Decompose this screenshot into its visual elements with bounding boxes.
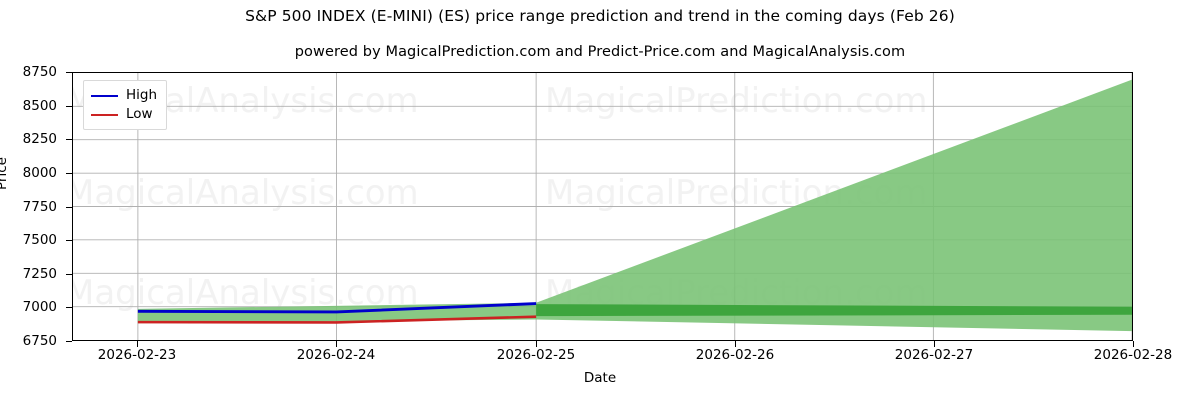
y-tick-label: 7750 <box>22 198 57 215</box>
y-tick-label: 7500 <box>22 232 57 249</box>
y-tick-mark <box>66 105 72 107</box>
x-axis-label: Date <box>583 370 617 386</box>
x-tick-mark <box>934 341 935 347</box>
x-tick-mark <box>336 341 337 347</box>
legend-swatch-high <box>91 94 118 97</box>
x-tick-label: 2026-02-28 <box>1093 347 1173 363</box>
high-series-line <box>137 302 537 314</box>
projection-cone-band <box>137 79 1132 332</box>
x-tick-label: 2026-02-24 <box>296 347 376 363</box>
y-tick-label: 8250 <box>22 131 57 148</box>
y-tick-mark <box>66 139 72 141</box>
x-tick-mark <box>536 341 537 347</box>
x-tick-label: 2026-02-25 <box>496 347 576 363</box>
y-tick-label: 6750 <box>22 333 57 349</box>
y-tick-mark <box>66 172 72 174</box>
x-tick-mark <box>1133 341 1134 347</box>
legend-label-high: High <box>126 86 158 103</box>
legend-item-low: Low <box>91 105 157 124</box>
legend-label-low: Low <box>126 105 153 122</box>
plot-area: MagicalAnalysis.com MagicalPrediction.co… <box>72 72 1133 341</box>
y-tick-mark <box>66 273 72 275</box>
legend-item-high: High <box>91 86 157 105</box>
y-tick-mark <box>66 341 72 342</box>
x-tick-label: 2026-02-23 <box>97 347 177 363</box>
y-tick-mark <box>66 72 72 73</box>
chart-title: S&P 500 INDEX (E-MINI) (ES) price range … <box>245 7 955 25</box>
chart-legend: High Low <box>83 80 168 130</box>
y-tick-mark <box>66 206 72 208</box>
plot-graphics <box>73 73 1132 340</box>
x-tick-label: 2026-02-26 <box>695 347 775 363</box>
y-tick-label: 8750 <box>22 64 57 80</box>
chart-subtitle: powered by MagicalPrediction.com and Pre… <box>294 44 906 60</box>
legend-swatch-low <box>91 113 118 116</box>
low-series-line <box>137 315 537 324</box>
x-tick-label: 2026-02-27 <box>894 347 974 363</box>
x-tick-mark <box>735 341 736 347</box>
y-tick-mark <box>66 240 72 242</box>
y-tick-label: 8000 <box>22 164 57 181</box>
y-tick-label: 7250 <box>22 265 57 282</box>
x-tick-mark <box>137 341 138 347</box>
y-tick-label: 8500 <box>22 97 57 114</box>
trend-band <box>536 304 1132 317</box>
y-tick-mark <box>66 307 72 309</box>
y-tick-label: 7000 <box>22 299 57 316</box>
